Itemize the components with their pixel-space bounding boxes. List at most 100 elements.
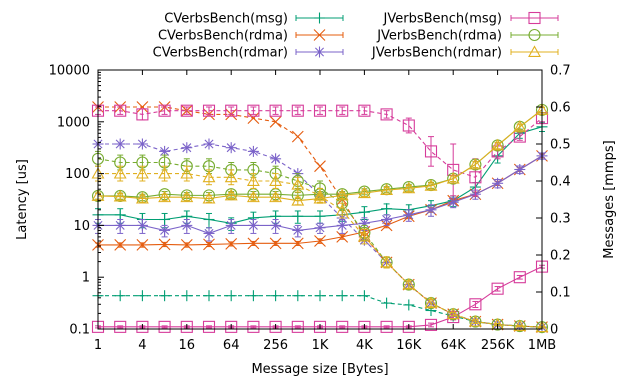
y2-tick-label: 0.5 bbox=[550, 138, 571, 153]
throughput-error-bar bbox=[361, 106, 368, 115]
latency-point bbox=[314, 235, 326, 247]
throughput-error-bar bbox=[183, 106, 190, 115]
throughput-point bbox=[313, 104, 327, 117]
throughput-point bbox=[113, 166, 127, 179]
latency-error-bar bbox=[250, 325, 257, 329]
legend-marker bbox=[528, 45, 541, 57]
legend-entry: JVerbsBench(rdma) bbox=[376, 28, 559, 44]
legend-label: CVerbsBench(rdma) bbox=[158, 29, 288, 44]
throughput-point bbox=[535, 320, 549, 333]
plot-series bbox=[91, 101, 549, 334]
throughput-point bbox=[381, 297, 393, 309]
throughput-point bbox=[159, 290, 171, 302]
latency-point bbox=[114, 239, 127, 251]
latency-error-bar bbox=[339, 325, 346, 329]
latency-point bbox=[180, 190, 194, 203]
x-tick-label: 1K bbox=[312, 338, 329, 353]
latency-point bbox=[225, 320, 238, 333]
throughput-point bbox=[358, 290, 370, 302]
throughput-point bbox=[335, 203, 349, 216]
latency-point bbox=[468, 157, 482, 170]
y2-axis-label: Messages [mmps] bbox=[602, 140, 617, 258]
throughput-point bbox=[136, 101, 149, 113]
throughput-point bbox=[202, 104, 216, 117]
throughput-point bbox=[202, 170, 216, 183]
y-tick-label: 100 bbox=[65, 167, 90, 182]
latency-point bbox=[381, 213, 393, 225]
legend-entry: JVerbsBench(rdmar) bbox=[371, 45, 559, 61]
throughput-point bbox=[358, 104, 371, 117]
latency-point bbox=[447, 311, 460, 324]
throughput-point bbox=[180, 166, 194, 179]
latency-point bbox=[425, 204, 437, 216]
latency-point bbox=[357, 186, 371, 199]
y-tick-label: 10 bbox=[73, 219, 90, 234]
latency-error-bar bbox=[139, 194, 146, 203]
legend-entry: CVerbsBench(msg) bbox=[164, 12, 344, 27]
latency-point bbox=[225, 237, 238, 250]
throughput-point bbox=[403, 299, 415, 311]
throughput-point bbox=[247, 104, 260, 117]
latency-point bbox=[135, 191, 149, 204]
legend-marker bbox=[314, 12, 325, 24]
latency-point bbox=[269, 237, 282, 250]
latency-error-bar bbox=[494, 286, 501, 292]
latency-point bbox=[469, 298, 482, 311]
throughput-error-bar bbox=[161, 106, 168, 115]
latency-error-bar bbox=[294, 325, 301, 329]
throughput-point bbox=[136, 290, 148, 302]
latency-point bbox=[246, 190, 260, 203]
throughput-point bbox=[158, 166, 172, 179]
throughput-point bbox=[269, 115, 282, 128]
throughput-error-bar bbox=[317, 106, 323, 115]
y2-tick-label: 0.3 bbox=[550, 212, 571, 227]
throughput-point bbox=[469, 171, 482, 184]
latency-point bbox=[314, 210, 326, 222]
x-tick-label: 64 bbox=[223, 338, 240, 353]
throughput-point bbox=[380, 108, 393, 121]
legend-marker bbox=[313, 29, 326, 41]
throughput-error-bar bbox=[294, 106, 301, 115]
latency-point bbox=[292, 210, 304, 222]
throughput-point bbox=[291, 130, 304, 143]
latency-point bbox=[202, 191, 216, 204]
latency-point bbox=[514, 163, 526, 175]
latency-point bbox=[269, 320, 282, 333]
throughput-point bbox=[247, 112, 260, 124]
latency-point bbox=[291, 237, 304, 250]
legend-label: CVerbsBench(rdmar) bbox=[153, 46, 288, 61]
legend-marker bbox=[528, 28, 541, 42]
throughput-point bbox=[114, 290, 126, 302]
throughput-point bbox=[357, 229, 371, 242]
throughput-point bbox=[181, 142, 193, 154]
throughput-error-bar bbox=[516, 132, 523, 141]
throughput-error-bar bbox=[516, 324, 523, 328]
throughput-point bbox=[468, 314, 482, 327]
legend-label: JVerbsBench(msg) bbox=[383, 12, 502, 27]
y-axis-label: Latency [us] bbox=[15, 159, 30, 240]
throughput-point bbox=[291, 104, 304, 117]
throughput-point bbox=[446, 307, 460, 320]
latency-point bbox=[491, 282, 504, 295]
throughput-point bbox=[158, 104, 171, 117]
latency-point bbox=[447, 196, 459, 208]
throughput-error-bar bbox=[383, 110, 390, 119]
throughput-point bbox=[247, 290, 259, 302]
latency-point bbox=[203, 227, 215, 239]
throughput-point bbox=[424, 145, 438, 158]
throughput-point bbox=[447, 163, 460, 176]
throughput-error-bar bbox=[405, 280, 412, 289]
latency-point bbox=[269, 190, 283, 203]
y2-tick-label: 0.6 bbox=[550, 101, 571, 116]
latency-point bbox=[291, 320, 304, 333]
latency-point bbox=[203, 238, 215, 251]
throughput-point bbox=[136, 138, 148, 150]
latency-point bbox=[180, 239, 193, 251]
throughput-point bbox=[292, 290, 304, 302]
latency-point bbox=[114, 320, 127, 333]
legend-entry: CVerbsBench(rdmar) bbox=[153, 46, 344, 61]
throughput-point bbox=[269, 174, 283, 186]
latency-point bbox=[202, 320, 216, 333]
legend-label: CVerbsBench(msg) bbox=[164, 12, 288, 27]
latency-point bbox=[314, 222, 326, 234]
